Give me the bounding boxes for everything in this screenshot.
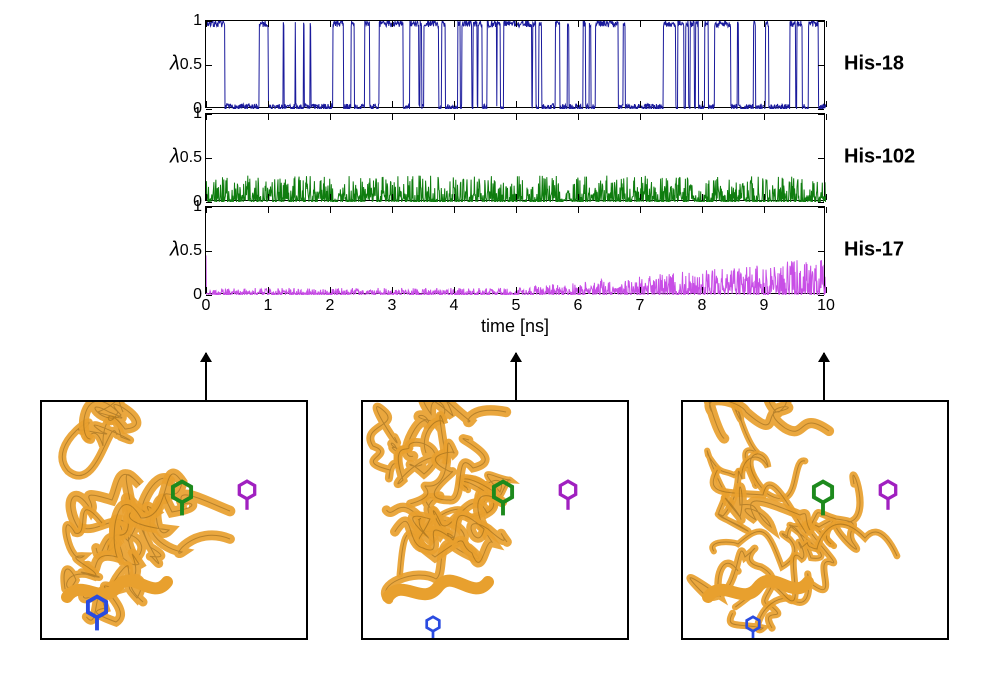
trace-his18 [206, 21, 826, 109]
x-tick: 9 [760, 297, 769, 315]
x-tick: 2 [326, 297, 335, 315]
x-tick: 6 [574, 297, 583, 315]
x-tick: 0 [202, 297, 211, 315]
x-tick: 10 [817, 297, 835, 315]
x-tick: 5 [512, 297, 521, 315]
protein-cartoon [363, 402, 627, 638]
trace-label: His-17 [844, 239, 984, 262]
trace-his17 [206, 207, 826, 295]
x-tick: 4 [450, 297, 459, 315]
trace-label: His-102 [844, 146, 984, 169]
snapshot-10ns [681, 400, 949, 640]
plots-area: λ00.51His-18λ00.51His-102λ00.51012345678… [205, 20, 825, 350]
y-tick: 1 [172, 105, 202, 123]
protein-cartoon [42, 402, 306, 638]
y-tick: 1 [172, 12, 202, 30]
arrow-t0 [205, 353, 207, 400]
y-tick: 0.5 [172, 242, 202, 260]
x-tick: 7 [636, 297, 645, 315]
y-tick: 0.5 [172, 56, 202, 74]
subplot-his18: λ00.51His-18 [205, 20, 825, 108]
snapshot-0ns [40, 400, 308, 640]
arrow-t10 [823, 353, 825, 400]
y-tick: 0 [172, 286, 202, 304]
figure-root: λ00.51His-18λ00.51His-102λ00.51012345678… [0, 0, 989, 679]
subplot-his17: λ00.51012345678910time [ns]His-17 [205, 206, 825, 294]
snapshots-row [40, 400, 949, 660]
snapshot-5ns [361, 400, 629, 640]
protein-cartoon [683, 402, 947, 638]
x-tick: 3 [388, 297, 397, 315]
x-axis-label: time [ns] [481, 316, 549, 337]
arrow-t5 [515, 353, 517, 400]
x-tick: 8 [698, 297, 707, 315]
y-tick: 0.5 [172, 149, 202, 167]
x-tick: 1 [264, 297, 273, 315]
trace-his102 [206, 114, 826, 202]
subplot-his102: λ00.51His-102 [205, 113, 825, 201]
trace-label: His-18 [844, 53, 984, 76]
y-tick: 1 [172, 198, 202, 216]
